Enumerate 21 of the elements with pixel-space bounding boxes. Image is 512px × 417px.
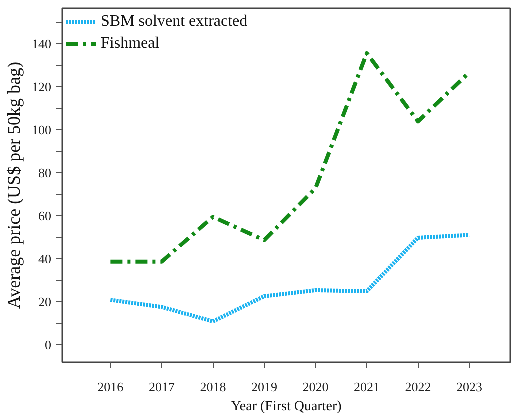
legend-label: Fishmeal	[101, 35, 160, 53]
y-tick-label: 40	[38, 251, 52, 266]
x-tick-label: 2016	[98, 380, 124, 394]
x-tick-label: 2022	[405, 380, 432, 394]
y-tick-label: 60	[38, 208, 52, 224]
x-tick-label: 2023	[456, 380, 482, 394]
y-tick-label: 0	[45, 337, 52, 352]
x-tick-label: 2017	[148, 380, 176, 394]
x-tick-label: 2020	[302, 380, 329, 394]
y-tick-label: 140	[32, 36, 52, 52]
y-axis-title: Average price (US$ per 50kg bag)	[4, 62, 24, 310]
y-tick-label: 100	[32, 122, 52, 138]
y-tick-label: 20	[38, 294, 52, 310]
y-tick-label: 120	[32, 79, 52, 94]
x-tick-label: 2021	[354, 380, 380, 394]
x-tick-label: 2018	[200, 380, 226, 394]
x-tick-label: 2019	[251, 380, 278, 394]
x-axis-title: Year (First Quarter)	[231, 400, 342, 414]
legend-label: SBM solvent extracted	[101, 13, 248, 31]
line-series	[108, 233, 472, 324]
y-tick-label: 80	[38, 165, 52, 180]
